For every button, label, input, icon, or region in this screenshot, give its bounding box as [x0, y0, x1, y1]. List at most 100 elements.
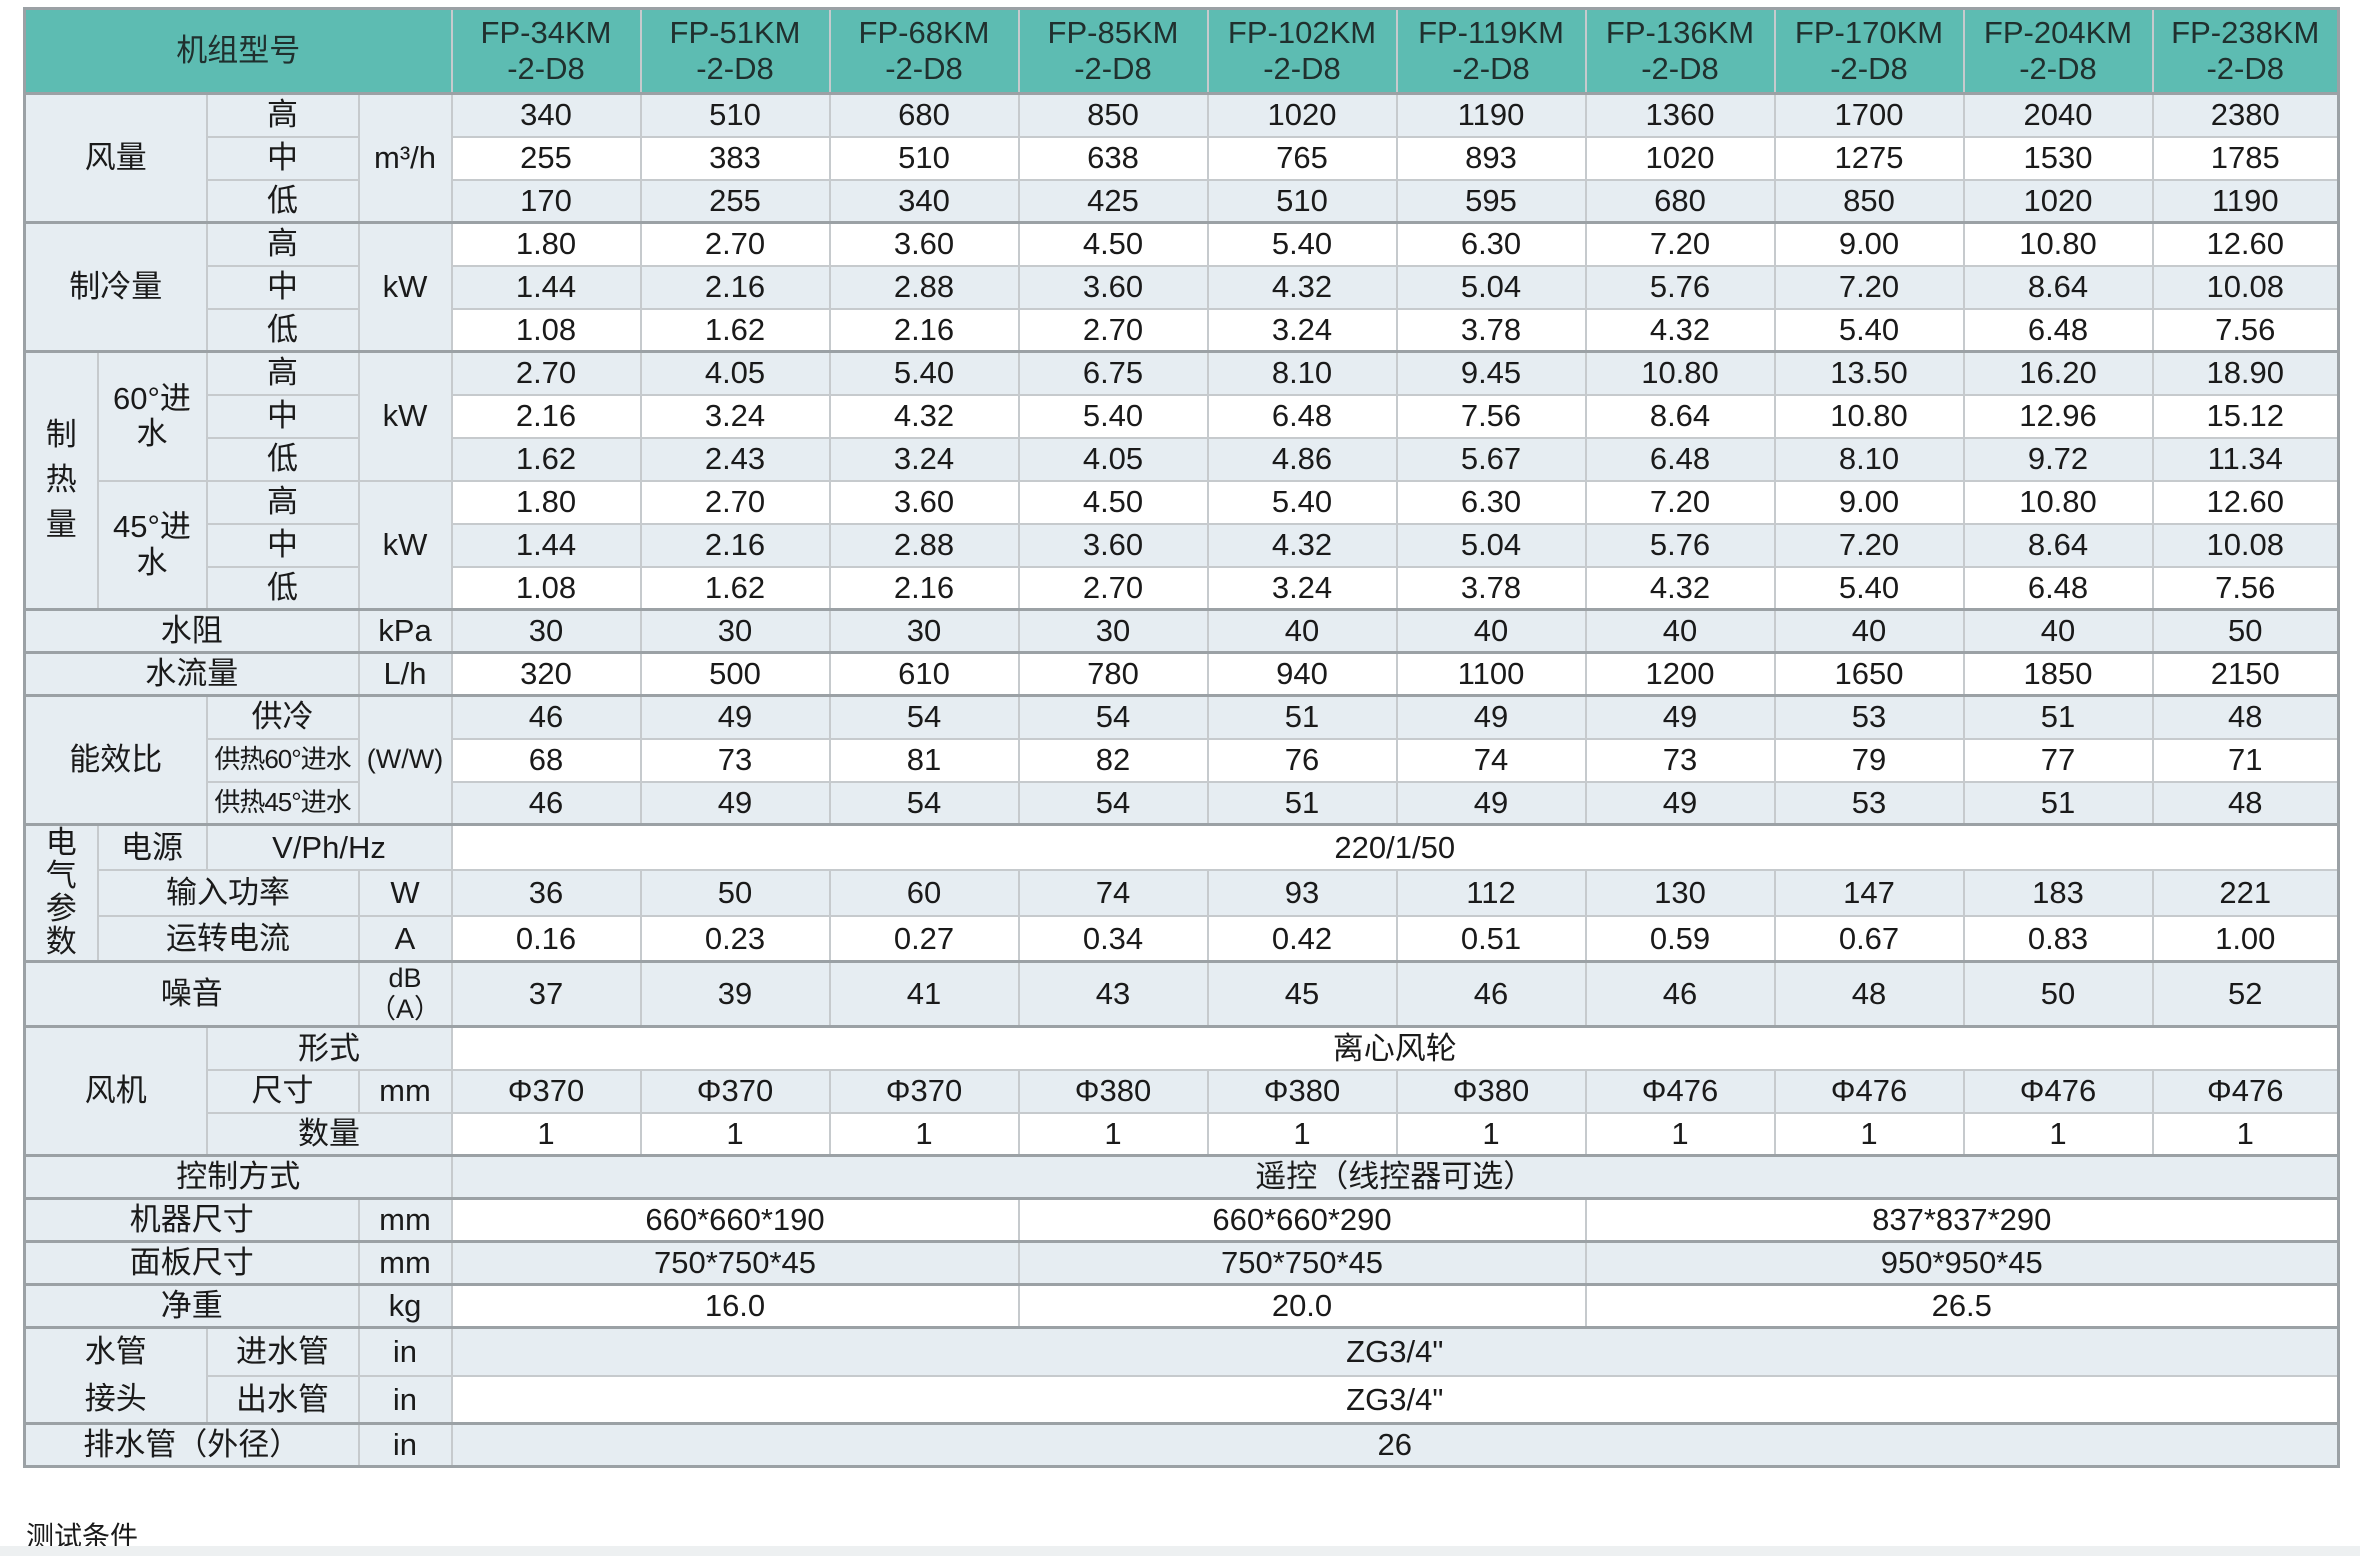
drain-pipe-label: 排水管（外径） [23, 1422, 360, 1468]
value-cell: 40 [1206, 608, 1398, 654]
inlet-pipe-value: ZG3/4" [450, 1326, 2340, 1377]
value-cell: 8.64 [1962, 522, 2154, 568]
value-cell: 1.08 [450, 565, 642, 611]
cooling-label: 制冷量 [23, 221, 208, 353]
heating45-unit: kW [357, 479, 453, 611]
value-cell: 112 [1395, 869, 1587, 917]
value-cell: 2040 [1962, 92, 2154, 138]
value-cell: 71 [2151, 737, 2340, 783]
value-cell: 2.70 [639, 479, 831, 525]
row-eer-heat60: 供热60°进水 68 73 81 82 76 74 73 79 77 71 [25, 737, 2340, 783]
value-cell: 53 [1773, 694, 1965, 740]
value-cell: 41 [828, 960, 1020, 1028]
value-cell: 3.60 [1017, 522, 1209, 568]
unit-dims-value: 660*660*190 [450, 1197, 1020, 1243]
control-label: 控制方式 [23, 1154, 453, 1200]
value-cell: Φ476 [1773, 1068, 1965, 1114]
heating60-unit: kW [357, 350, 453, 482]
value-cell: 610 [828, 651, 1020, 697]
value-cell: 74 [1017, 869, 1209, 917]
value-cell: 1020 [1962, 178, 2154, 224]
speed-label-low: 低 [205, 178, 360, 224]
value-cell: 2.16 [828, 307, 1020, 353]
inlet-pipe-unit: in [357, 1326, 453, 1377]
value-cell: 0.67 [1773, 914, 1965, 963]
value-cell: 500 [639, 651, 831, 697]
speed-label-high: 高 [205, 350, 360, 396]
value-cell: 940 [1206, 651, 1398, 697]
value-cell: 5.40 [1206, 221, 1398, 267]
value-cell: 4.05 [1017, 436, 1209, 482]
value-cell: 9.00 [1773, 221, 1965, 267]
value-cell: 10.80 [1773, 393, 1965, 439]
value-cell: 39 [639, 960, 831, 1028]
value-cell: 638 [1017, 135, 1209, 181]
value-cell: 82 [1017, 737, 1209, 783]
row-unit-dims: 机器尺寸 mm 660*660*190 660*660*290 837*837*… [23, 1197, 2340, 1243]
value-cell: 54 [828, 694, 1020, 740]
value-cell: 2.70 [1017, 307, 1209, 353]
row-water-resistance: 水阻 kPa 30 30 30 30 40 40 40 40 40 50 [23, 608, 2340, 654]
value-cell: 1 [1395, 1111, 1587, 1157]
value-cell: 4.32 [1206, 522, 1398, 568]
value-cell: 1 [1584, 1111, 1776, 1157]
value-cell: 7.20 [1773, 264, 1965, 310]
value-cell: 510 [639, 92, 831, 138]
value-cell: 850 [1773, 178, 1965, 224]
value-cell: 40 [1962, 608, 2154, 654]
value-cell: 8.64 [1584, 393, 1776, 439]
value-cell: 0.16 [450, 914, 642, 963]
value-cell: 68 [450, 737, 642, 783]
running-current-unit: A [357, 914, 453, 963]
value-cell: 4.05 [639, 350, 831, 396]
value-cell: 255 [450, 135, 642, 181]
model-header: FP-85KM -2-D8 [1017, 7, 1209, 95]
value-cell: 4.50 [1017, 479, 1209, 525]
value-cell: 74 [1395, 737, 1587, 783]
value-cell: 6.30 [1395, 221, 1587, 267]
row-heating60-low: 低 1.62 2.43 3.24 4.05 4.86 5.67 6.48 8.10 9.72 11… [25, 436, 2340, 482]
value-cell: 13.50 [1773, 350, 1965, 396]
value-cell: 54 [828, 780, 1020, 826]
outlet-pipe-unit: in [357, 1374, 453, 1425]
row-eer-cooling: 能效比 供冷 (W/W) 46 49 54 54 51 49 49 53 51 48 [23, 694, 2340, 826]
value-cell: 48 [1773, 960, 1965, 1028]
running-current-label: 运转电流 [96, 914, 360, 963]
row-inlet-pipe: 水管接头 进水管 in ZG3/4" [23, 1326, 2340, 1425]
value-cell: 1650 [1773, 651, 1965, 697]
panel-dims-value: 950*950*45 [1584, 1240, 2340, 1286]
value-cell: 3.60 [828, 221, 1020, 267]
value-cell: 1 [1206, 1111, 1398, 1157]
model-header: FP-170KM -2-D8 [1773, 7, 1965, 95]
value-cell: 2.16 [450, 393, 642, 439]
value-cell: 1 [1962, 1111, 2154, 1157]
pipes-label: 水管接头 [23, 1326, 208, 1425]
speed-label-low: 低 [205, 307, 360, 353]
value-cell: 2.88 [828, 522, 1020, 568]
value-cell: 51 [1206, 780, 1398, 826]
value-cell: 1700 [1773, 92, 1965, 138]
value-cell: 4.32 [1584, 307, 1776, 353]
value-cell: Φ380 [1017, 1068, 1209, 1114]
unit-dims-label: 机器尺寸 [23, 1197, 360, 1243]
value-cell: 51 [1206, 694, 1398, 740]
value-cell: Φ476 [1584, 1068, 1776, 1114]
value-cell: 30 [639, 608, 831, 654]
value-cell: 6.48 [1962, 565, 2154, 611]
noise-unit: dB（A） [357, 960, 453, 1028]
value-cell: 5.67 [1395, 436, 1587, 482]
value-cell: 4.50 [1017, 221, 1209, 267]
net-weight-value: 16.0 [450, 1283, 1020, 1329]
value-cell: 510 [828, 135, 1020, 181]
value-cell: 46 [450, 780, 642, 826]
value-cell: 893 [1395, 135, 1587, 181]
drain-pipe-unit: in [357, 1422, 453, 1468]
model-header: FP-34KM -2-D8 [450, 7, 642, 95]
model-header: FP-119KM -2-D8 [1395, 7, 1587, 95]
heating-label: 制热量 [23, 350, 99, 611]
value-cell: 8.10 [1206, 350, 1398, 396]
test-conditions: 测试条件 制冷进风干球温度：27°C，湿球温度19.5°C 进水温度7°C，出水… [26, 1444, 984, 1556]
eer-unit: (W/W) [357, 694, 453, 826]
unit-dims-value: 660*660*290 [1017, 1197, 1587, 1243]
eer-heat60-label: 供热60°进水 [205, 737, 360, 783]
